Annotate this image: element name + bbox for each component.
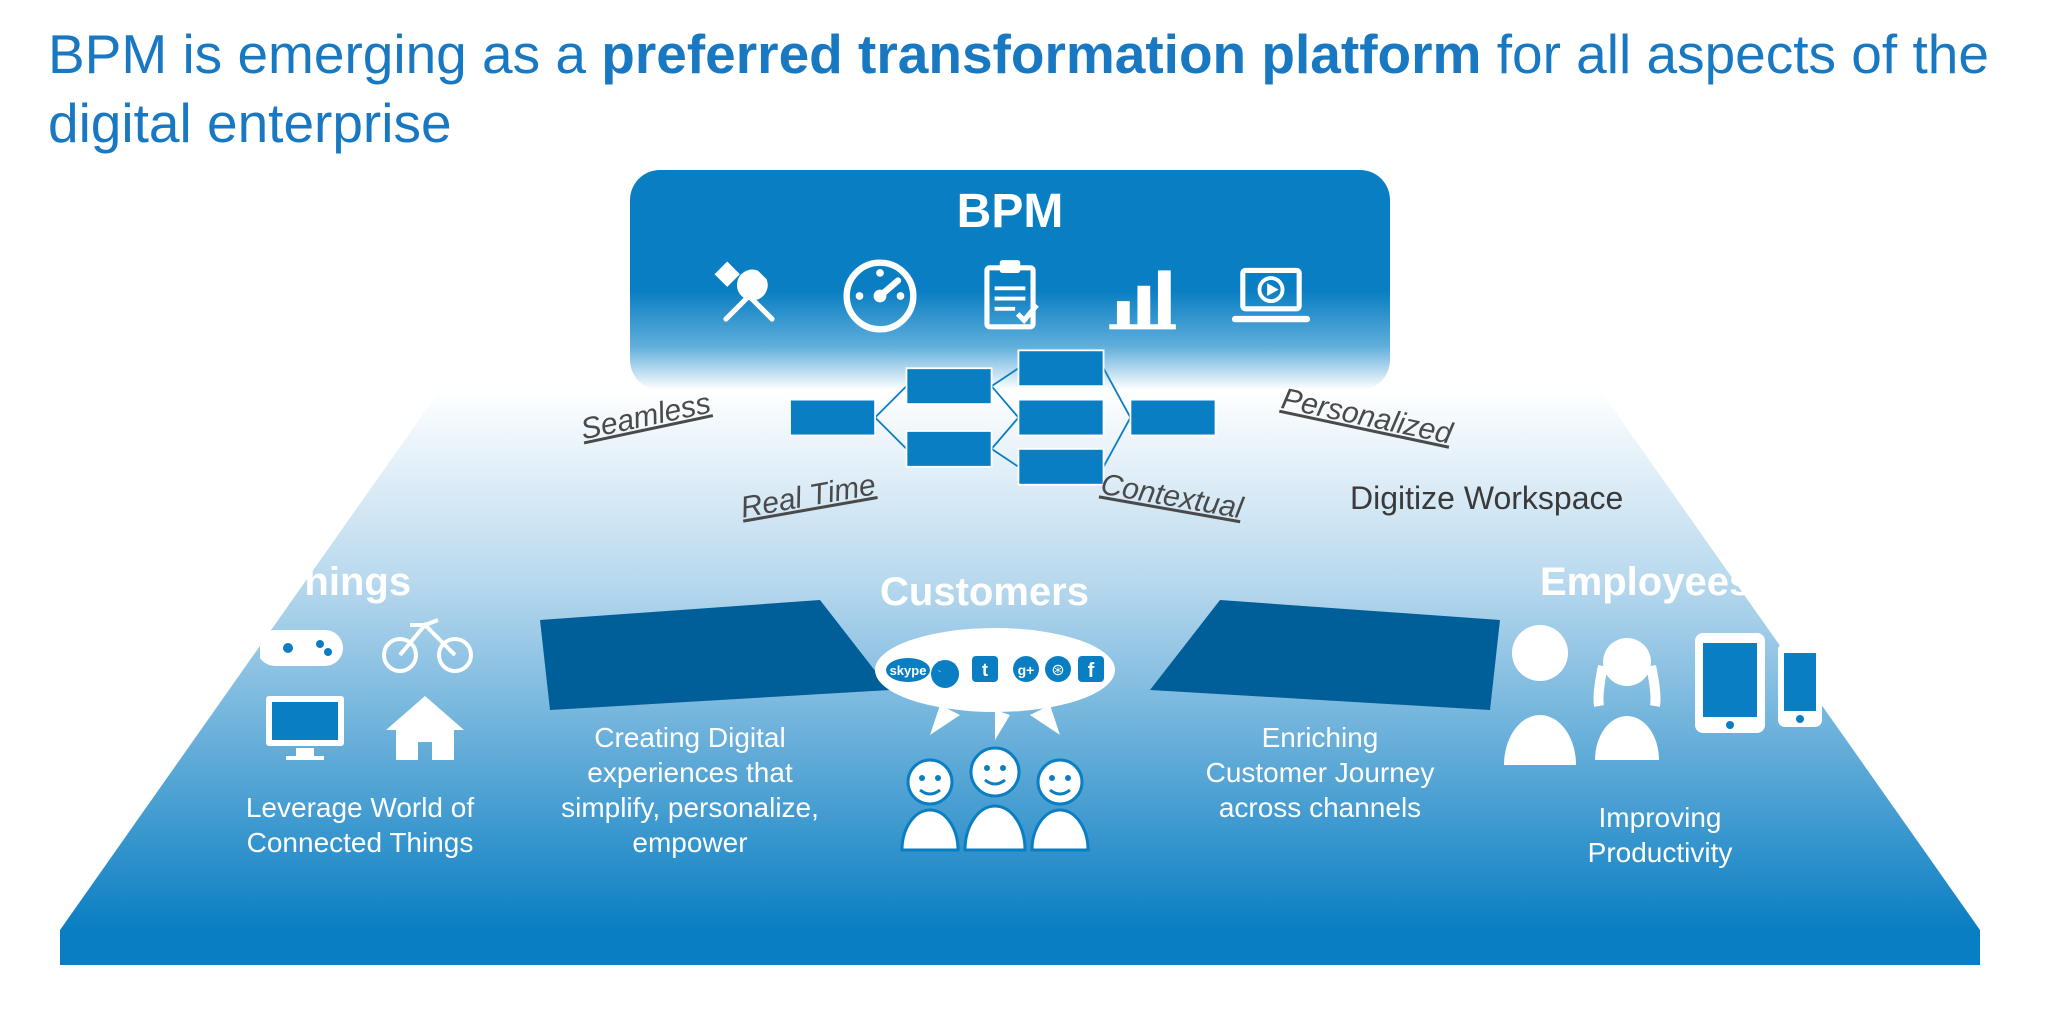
home-icon bbox=[386, 696, 464, 760]
title-bold: preferred transformation platform bbox=[601, 23, 1481, 85]
customers-icon: skype t g+ ⊛ f bbox=[830, 620, 1160, 885]
things-icon-grid bbox=[260, 610, 480, 765]
laptop-play-icon bbox=[1230, 255, 1312, 337]
things-heading: Things bbox=[280, 560, 411, 605]
tools-icon bbox=[708, 255, 790, 337]
employees-heading: Employees bbox=[1540, 560, 1751, 605]
customers-text-left: Creating Digital experiences that simpli… bbox=[540, 720, 840, 860]
gauge-icon bbox=[839, 255, 921, 337]
phone-icon bbox=[1778, 643, 1822, 727]
person-icon bbox=[1595, 638, 1659, 760]
svg-text:f: f bbox=[1088, 660, 1095, 682]
tablet-icon bbox=[1695, 633, 1765, 733]
digitize-label: Digitize Workspace bbox=[1350, 480, 1623, 517]
svg-text:g+: g+ bbox=[1018, 662, 1035, 678]
svg-text:t: t bbox=[982, 660, 988, 680]
clipboard-check-icon bbox=[969, 255, 1051, 337]
customers-heading: Customers bbox=[880, 570, 1089, 615]
employees-icon-group bbox=[1490, 615, 1830, 790]
things-text: Leverage World of Connected Things bbox=[200, 790, 520, 860]
person-icon bbox=[1504, 625, 1576, 765]
employees-text: Improving Productivity bbox=[1550, 800, 1770, 870]
gamepad-icon bbox=[260, 630, 343, 666]
bpm-title: BPM bbox=[630, 184, 1390, 239]
page-title: BPM is emerging as a preferred transform… bbox=[48, 20, 2048, 158]
customers-text-right: Enriching Customer Journey across channe… bbox=[1200, 720, 1440, 825]
bicycle-icon bbox=[384, 620, 471, 671]
monitor-icon bbox=[266, 696, 344, 760]
svg-text:⊛: ⊛ bbox=[1051, 662, 1064, 679]
bar-chart-icon bbox=[1099, 255, 1181, 337]
svg-text:skype: skype bbox=[890, 663, 927, 678]
bpm-icon-row bbox=[630, 255, 1390, 337]
title-pre: BPM is emerging as a bbox=[48, 23, 601, 85]
